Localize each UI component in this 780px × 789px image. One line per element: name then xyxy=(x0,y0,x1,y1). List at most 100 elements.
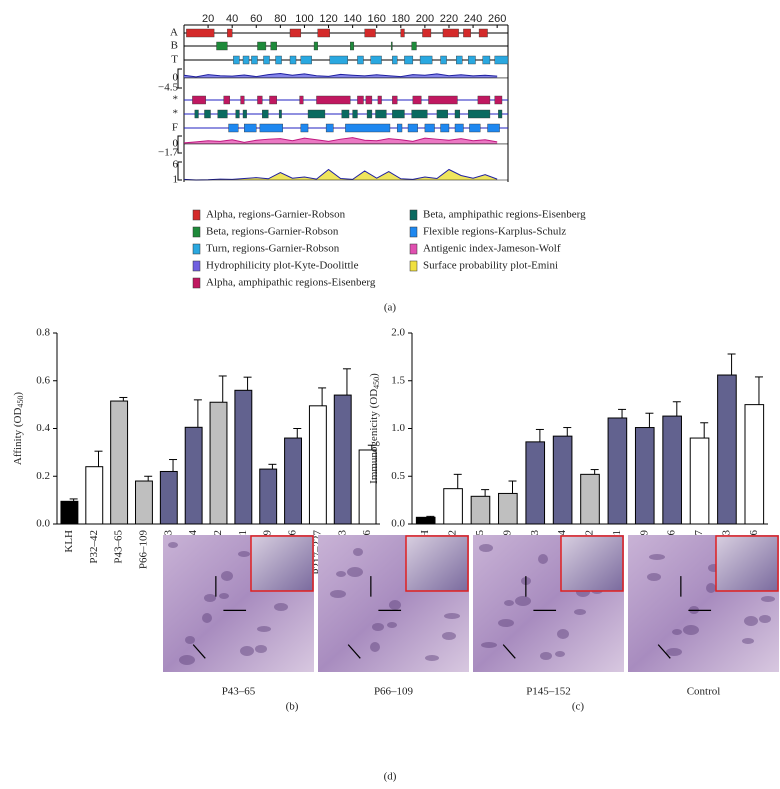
legend-swatch xyxy=(192,243,201,255)
bar xyxy=(498,492,518,525)
cell xyxy=(672,629,682,635)
bar xyxy=(110,400,129,525)
cell xyxy=(442,632,456,640)
legend-swatch xyxy=(409,226,418,238)
bar xyxy=(358,449,377,525)
inset-image xyxy=(250,535,314,592)
region xyxy=(411,109,428,119)
cell xyxy=(742,638,754,644)
x-tick-label: 40 xyxy=(226,13,238,25)
cell xyxy=(666,648,682,656)
label-subscript: 450 xyxy=(372,377,381,389)
bracket xyxy=(177,135,182,154)
y-tick-label: 2.0 xyxy=(391,327,405,339)
cell xyxy=(540,652,552,660)
x-tick-label: 200 xyxy=(416,13,434,25)
legend-label: Beta, amphipathic regions-Eisenberg xyxy=(423,209,586,221)
region xyxy=(192,95,206,105)
region xyxy=(235,109,240,119)
bar xyxy=(552,435,573,525)
y-tick-label: 6 xyxy=(173,159,179,171)
region xyxy=(257,41,267,51)
cell xyxy=(389,600,401,610)
cell xyxy=(387,622,397,628)
region xyxy=(487,123,500,133)
panel-caption: (a) xyxy=(384,302,397,314)
region xyxy=(482,55,491,65)
y-tick-label: 0.5 xyxy=(391,470,405,482)
region xyxy=(494,55,509,65)
region xyxy=(456,55,463,65)
region xyxy=(469,123,481,133)
legend-label: Surface probability plot-Emini xyxy=(423,260,558,272)
region xyxy=(194,109,199,119)
cell xyxy=(238,551,250,557)
region xyxy=(251,55,258,65)
x-tick-label: 160 xyxy=(368,13,386,25)
bar xyxy=(634,427,655,525)
arrow xyxy=(347,644,361,659)
region xyxy=(300,55,312,65)
cell xyxy=(274,603,288,611)
region xyxy=(186,28,215,38)
image-label: Control xyxy=(687,686,721,698)
region xyxy=(289,28,302,38)
cell xyxy=(202,613,212,623)
legend-label: Antigenic index-Jameson-Wolf xyxy=(423,243,561,255)
legend-swatch xyxy=(192,277,201,289)
region xyxy=(392,55,398,65)
cell xyxy=(372,623,384,631)
region xyxy=(364,28,376,38)
cell xyxy=(353,548,363,556)
cell xyxy=(444,613,460,619)
curve-line xyxy=(183,168,498,181)
cell xyxy=(479,544,493,552)
legend-label: Flexible regions-Karplus-Schulz xyxy=(423,226,566,238)
x-tick-label: P66–109 xyxy=(137,530,149,570)
region xyxy=(498,109,503,119)
cell xyxy=(179,655,195,665)
cell xyxy=(221,571,233,581)
cell xyxy=(649,554,665,560)
legend-label: Turn, regions-Garnier-Robson xyxy=(206,243,340,255)
label-text: ) xyxy=(12,392,24,396)
region xyxy=(357,95,364,105)
region xyxy=(345,123,391,133)
region xyxy=(428,95,458,105)
panel-caption: (c) xyxy=(572,701,585,713)
y-tick-label: 1.5 xyxy=(391,374,405,386)
cell xyxy=(185,636,195,644)
region xyxy=(407,123,418,133)
curve-line xyxy=(183,72,498,78)
y-tick-label: 1 xyxy=(173,174,179,186)
x-tick-label: P43–65 xyxy=(113,530,125,564)
region xyxy=(463,28,471,38)
region xyxy=(424,123,435,133)
region xyxy=(375,109,387,119)
panel-caption: (b) xyxy=(286,701,299,713)
bar xyxy=(184,426,203,525)
cell xyxy=(330,590,346,598)
y-tick-label: 0.2 xyxy=(36,470,50,482)
region xyxy=(257,95,263,105)
y-tick-label: 0.0 xyxy=(36,518,50,530)
legend-swatch xyxy=(192,209,201,221)
cell xyxy=(347,567,363,577)
y-tick-label: 1.0 xyxy=(391,422,405,434)
y-tick-label: −4.5 xyxy=(158,82,178,94)
legend-swatch xyxy=(192,260,201,272)
region xyxy=(313,41,318,51)
bar xyxy=(60,500,79,525)
track-label: F xyxy=(172,122,178,134)
cell xyxy=(257,626,271,632)
region xyxy=(240,95,245,105)
cell xyxy=(647,573,661,581)
track-label: * xyxy=(173,94,179,106)
bar xyxy=(284,437,302,525)
bar xyxy=(580,473,600,525)
bar xyxy=(333,394,352,525)
region xyxy=(365,95,373,105)
track-label: B xyxy=(171,40,178,52)
region xyxy=(366,109,373,119)
x-tick-label: P32–42 xyxy=(88,530,100,564)
